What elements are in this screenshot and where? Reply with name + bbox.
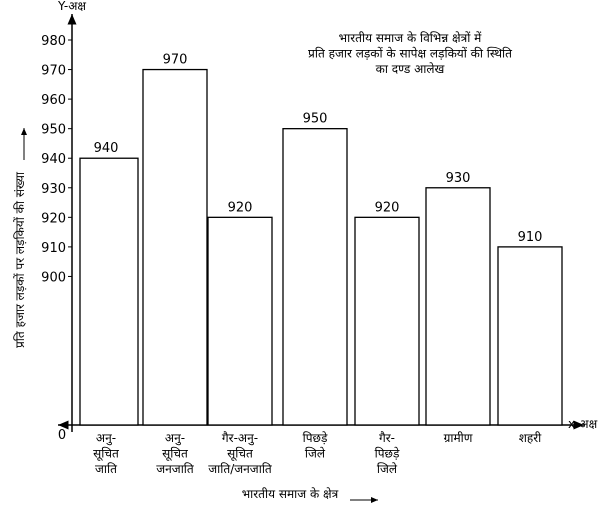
y-tick-label: 980 [41, 34, 66, 49]
x-axis-label: भारतीय समाज के क्षेत्र [242, 487, 339, 501]
y-tick-label: 960 [41, 93, 66, 108]
y-tick-label: 900 [41, 270, 66, 285]
x-tick-label: गैर-अनु-सूचित जाति/जनजाति [208, 431, 273, 476]
x-tick-label: अनु-सूचित जनजाति [156, 431, 195, 476]
y-tick-label: 0 [58, 428, 66, 443]
data-label: 920 [375, 200, 400, 215]
x-tick-label: पिछड़े जिले [303, 431, 328, 461]
x-tick-label: गैर-पिछड़े जिले [375, 431, 400, 476]
x-tick-label: ग्रामीण [444, 431, 473, 445]
y-tick-label: 970 [41, 64, 66, 79]
bar [425, 187, 491, 426]
x-tick-label: अनु-सूचित जाति [93, 431, 120, 476]
data-label: 910 [518, 230, 543, 245]
bar [207, 216, 273, 426]
chart-title: भारतीय समाज के विभिन्न क्षेत्रों में प्रत… [308, 31, 513, 76]
bar [142, 68, 208, 426]
data-label: 970 [163, 53, 188, 68]
y-axis-name: Y-अक्ष [57, 0, 86, 13]
x-tick-label: शहरी [519, 431, 542, 445]
y-tick-label: 920 [41, 211, 66, 226]
bar [354, 216, 420, 426]
bar [79, 157, 139, 426]
y-tick-label: 930 [41, 182, 66, 197]
data-label: 940 [94, 141, 119, 156]
bar [497, 246, 563, 426]
data-label: 950 [303, 112, 328, 127]
y-axis-label: प्रति हजार लड़कों पर लड़कियों की संख्या [13, 171, 27, 348]
data-label: 920 [228, 200, 253, 215]
data-label: 930 [446, 171, 471, 186]
y-tick-label: 940 [41, 152, 66, 167]
bar [282, 128, 348, 426]
y-tick-label: 950 [41, 123, 66, 138]
y-tick-label: 910 [41, 241, 66, 256]
x-axis-name: x-अक्ष [568, 417, 598, 431]
